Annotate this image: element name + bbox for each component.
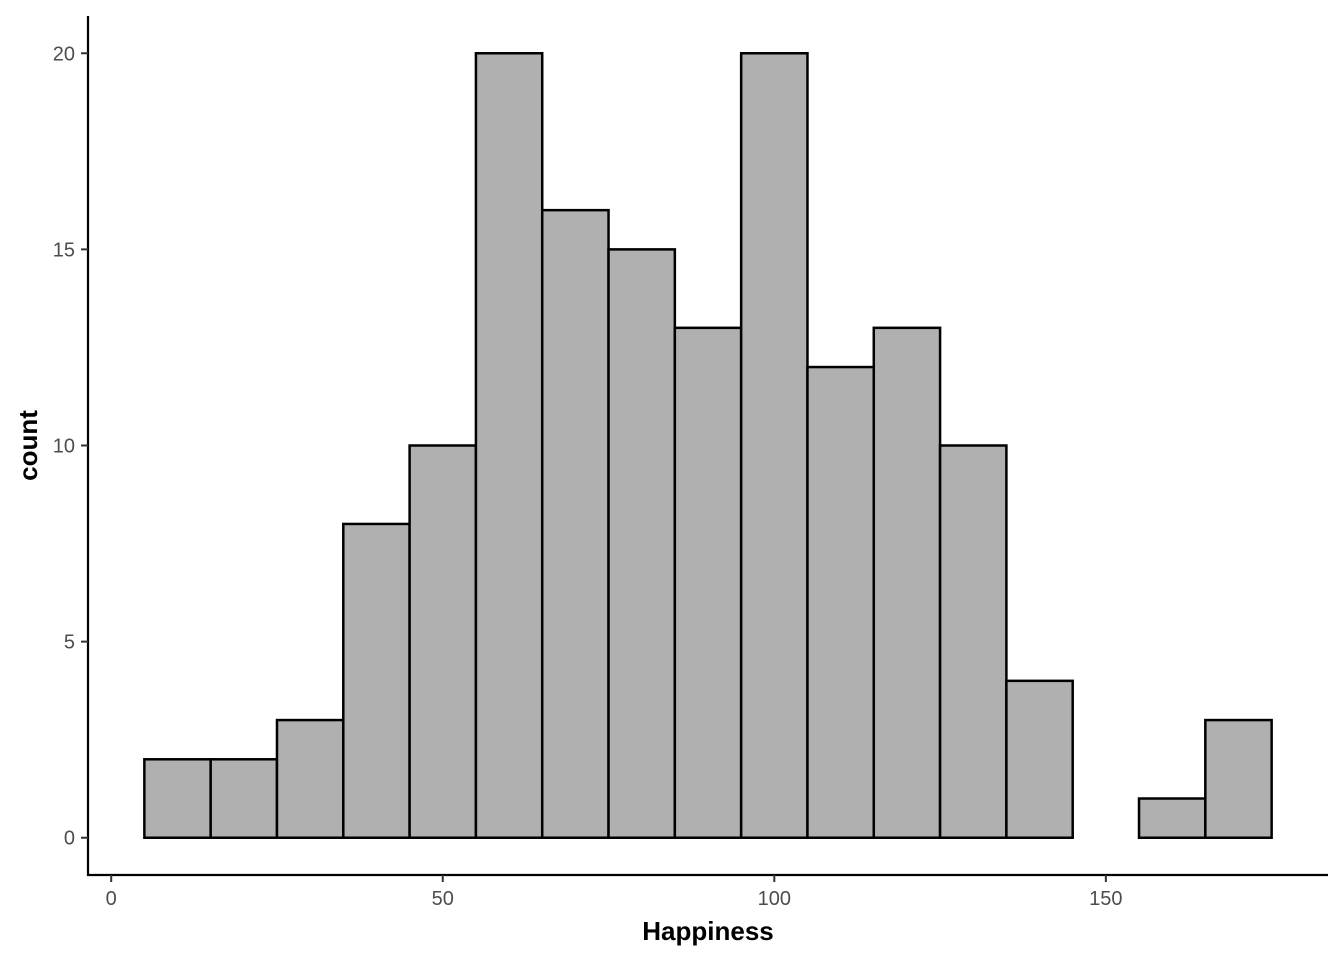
y-tick-label: 20: [53, 43, 75, 65]
histogram-bar: [408, 444, 478, 839]
y-tick-label: 10: [53, 436, 75, 458]
x-tick-label: 150: [1089, 888, 1122, 910]
y-axis-title: count: [13, 410, 43, 481]
histogram-bar: [474, 52, 544, 839]
histogram-bar: [275, 718, 345, 839]
histogram-bar: [540, 208, 610, 839]
histogram-bar: [1005, 679, 1074, 839]
histogram-bar: [1204, 718, 1273, 839]
histogram-bar: [342, 522, 411, 839]
x-axis-title: Happiness: [642, 916, 774, 946]
histogram-bar: [673, 326, 743, 839]
bars-group: [143, 52, 1273, 839]
histogram-bar: [806, 365, 876, 839]
histogram-bar: [143, 758, 212, 839]
x-tick-label: 0: [106, 888, 117, 910]
x-tick-label: 50: [432, 888, 454, 910]
y-tick-label: 0: [64, 828, 75, 850]
histogram-bar: [1137, 797, 1207, 839]
y-tick-label: 5: [64, 632, 75, 654]
y-tick-label: 15: [53, 239, 75, 261]
histogram-bar: [938, 444, 1008, 839]
histogram-bar: [607, 248, 677, 839]
histogram-bar: [739, 52, 809, 839]
histogram-bar: [209, 758, 279, 839]
histogram-bar: [872, 326, 942, 839]
y-ticks-group: 0 5 10 15 20: [53, 43, 88, 850]
x-ticks-group: 0 50 100 150: [106, 875, 1123, 910]
x-tick-label: 100: [758, 888, 791, 910]
